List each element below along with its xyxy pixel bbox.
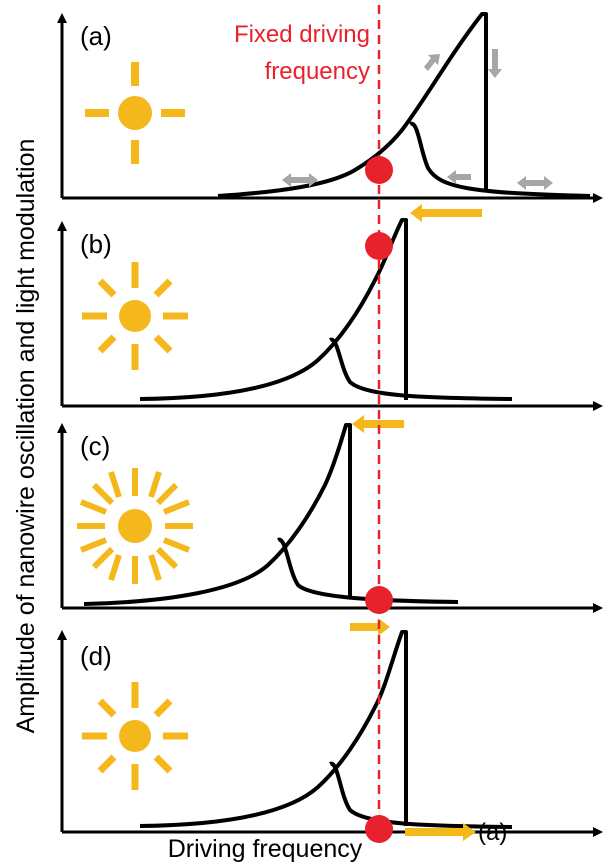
shift-arrow: [352, 415, 404, 433]
panel-b: (b): [57, 218, 603, 411]
panel-a: (a): [57, 12, 603, 222]
sun-icon: [85, 62, 185, 164]
sun-icon: [82, 262, 188, 370]
y-axis-label: Amplitude of nanowire oscillation and li…: [12, 139, 40, 734]
operating-point-dot-c: [365, 586, 393, 614]
operating-point-dot-a: [365, 156, 393, 184]
sun-icon: [82, 682, 188, 790]
panel-label-c: (c): [80, 431, 110, 461]
operating-point-dot-b: [365, 232, 393, 260]
resonance-curve-d: [139, 630, 408, 828]
return-arrow-label: (a): [478, 819, 507, 846]
panel-label-b: (b): [80, 229, 112, 259]
fixed-frequency-label-line1: Fixed driving: [234, 21, 370, 48]
panel-label-d: (d): [80, 641, 112, 671]
shift-arrow: [350, 618, 476, 841]
sun-icon: [77, 468, 193, 584]
hysteresis-arrow: [282, 49, 553, 190]
resonance-curve-a: [217, 12, 488, 198]
lower-branch-c: [277, 537, 459, 604]
fixed-frequency-label-line2: frequency: [265, 58, 370, 85]
panel-c: (c): [57, 415, 603, 613]
resonance-curve-c: [83, 423, 352, 606]
lower-branch-b: [329, 337, 513, 401]
operating-point-dot-d: [365, 815, 393, 843]
lower-branch-d: [329, 761, 513, 829]
lower-branch-a: [409, 121, 591, 198]
panel-d: (d) (a): [57, 618, 603, 846]
panel-label-a: (a): [80, 21, 112, 51]
x-axis-label: Driving frequency: [168, 835, 363, 863]
shift-arrow: [410, 204, 482, 222]
